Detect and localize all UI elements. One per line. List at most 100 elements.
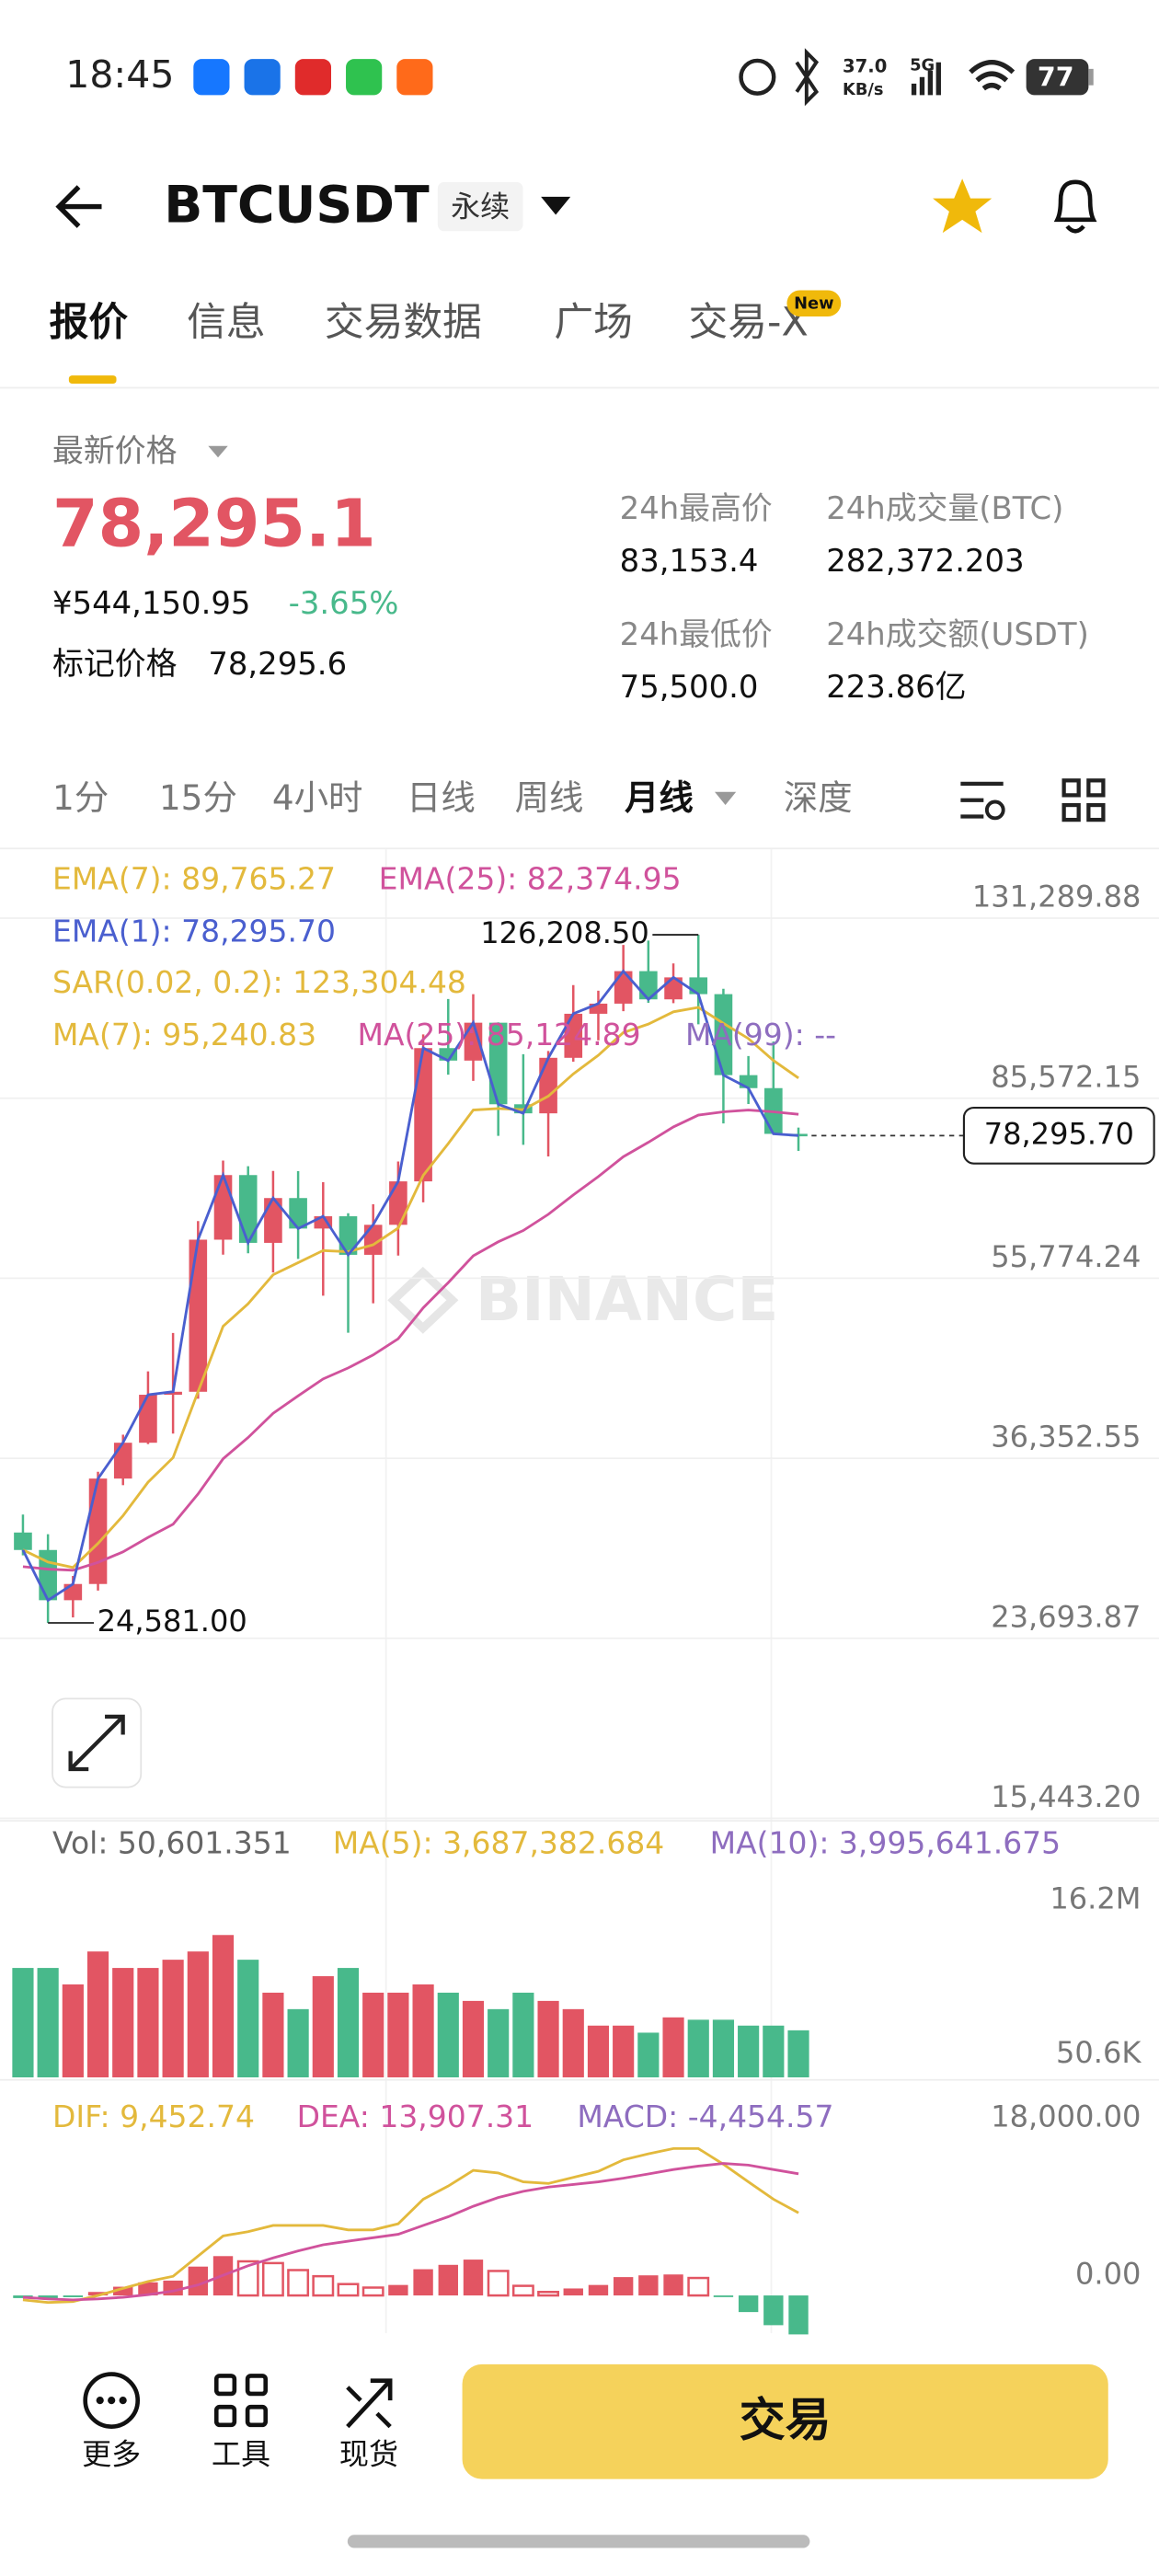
macd-bar xyxy=(537,2291,560,2297)
divider xyxy=(0,1820,1159,1823)
battery-tip xyxy=(1088,68,1094,86)
stat-label: 24h成交额(USDT) xyxy=(826,616,1089,652)
fullscreen-icon xyxy=(68,1714,125,1772)
volume-bar xyxy=(162,1960,184,2078)
indicator-settings[interactable] xyxy=(960,781,1004,819)
volume-bar xyxy=(687,2019,709,2078)
tab[interactable]: 报价 xyxy=(49,299,128,345)
legend-entry: EMA(1): 78,295.70 xyxy=(52,914,336,949)
interval[interactable]: 日线 xyxy=(407,777,476,818)
trade-button-label[interactable]: 交易 xyxy=(740,2394,832,2447)
macd-bar xyxy=(13,2295,33,2298)
macd-bar xyxy=(287,2269,310,2297)
mark-price: 78,295.6 xyxy=(208,646,347,682)
y-tick-label: 0.00 xyxy=(1075,2257,1141,2292)
divider xyxy=(0,2078,1159,2081)
favorite-star[interactable] xyxy=(933,178,993,234)
y-tick-label: 36,352.55 xyxy=(991,1420,1141,1455)
layout-button[interactable] xyxy=(1061,778,1106,822)
candle-body xyxy=(113,1443,132,1479)
volume-bar xyxy=(262,1992,284,2078)
candle-body xyxy=(88,1478,108,1584)
y-tick-label: 23,693.87 xyxy=(991,1599,1141,1634)
interval[interactable]: 月线 xyxy=(625,777,694,818)
legend-entry: SAR(0.02, 0.2): 123,304.48 xyxy=(52,964,466,1000)
app-icon xyxy=(193,59,230,96)
interval[interactable]: 4小时 xyxy=(272,777,363,818)
more-icon[interactable] xyxy=(83,2372,141,2429)
volume-bar xyxy=(512,1992,534,2078)
bottom-label[interactable]: 工具 xyxy=(212,2437,270,2472)
macd-bar xyxy=(113,2286,133,2296)
volume-bar xyxy=(337,1968,360,2078)
tab[interactable]: 信息 xyxy=(187,299,266,345)
watermark-logo xyxy=(387,1266,459,1334)
mark-label: 标记价格 xyxy=(52,646,178,682)
divider xyxy=(0,386,1159,389)
macd-bar xyxy=(788,2295,809,2335)
wifi-icon xyxy=(969,60,1016,91)
x-grid-line xyxy=(770,849,773,2334)
trade-button[interactable] xyxy=(462,2363,1108,2479)
macd-bar xyxy=(413,2269,433,2296)
price-label: 最新价格 xyxy=(52,432,178,468)
candle-body xyxy=(264,1198,282,1243)
interval-dropdown[interactable] xyxy=(715,791,737,806)
interval[interactable]: 深度 xyxy=(784,777,853,818)
alert-bell[interactable] xyxy=(1053,179,1097,234)
symbol-dropdown[interactable] xyxy=(541,196,571,215)
high-label: 126,208.50 xyxy=(480,915,649,950)
candle-body xyxy=(639,971,658,1000)
divider xyxy=(0,847,1159,850)
legend-entry: Vol: 50,601.351 xyxy=(52,1824,292,1860)
price-dropdown[interactable] xyxy=(208,445,228,458)
volume-bar xyxy=(37,1968,59,2078)
volume-bar xyxy=(312,1976,334,2078)
candle-body xyxy=(339,1216,358,1255)
symbol[interactable]: BTCUSDT xyxy=(164,176,430,235)
candle-body xyxy=(189,1239,208,1392)
macd-bar xyxy=(261,2261,284,2297)
tab[interactable]: 广场 xyxy=(554,299,633,345)
macd-bar xyxy=(87,2292,109,2296)
bottom-label[interactable]: 更多 xyxy=(82,2437,141,2472)
volume-bar xyxy=(537,2000,559,2078)
macd-bar xyxy=(663,2274,683,2296)
stat-value: 223.86亿 xyxy=(826,669,966,705)
legend-entry: EMA(25): 82,374.95 xyxy=(379,861,682,897)
volume-bar xyxy=(362,1992,384,2078)
interval[interactable]: 1分 xyxy=(52,777,109,818)
stat-value: 75,500.0 xyxy=(620,669,759,705)
y-tick-label: 85,572.15 xyxy=(991,1059,1141,1094)
interval[interactable]: 15分 xyxy=(159,777,237,818)
legend-entry: MA(99): -- xyxy=(685,1017,836,1052)
back-button[interactable] xyxy=(55,185,102,228)
volume-bar xyxy=(187,1951,209,2078)
price-box xyxy=(962,1106,1155,1165)
tools-icon[interactable] xyxy=(213,2374,269,2428)
price-change: -3.65% xyxy=(289,585,399,621)
badge-text: New xyxy=(794,294,833,314)
candle-body xyxy=(464,1022,483,1061)
macd-bar xyxy=(236,2260,259,2297)
tab-indicator xyxy=(68,375,117,385)
battery xyxy=(1026,59,1089,96)
bottom-label[interactable]: 现货 xyxy=(339,2437,398,2472)
interval[interactable]: 周线 xyxy=(515,777,584,818)
plot: 131,289.88 85,572.15 55,774.24 36,352.55 23,… xyxy=(0,861,1159,2335)
legend-entry: DEA: 13,907.31 xyxy=(297,2099,534,2134)
macd-bar xyxy=(713,2295,734,2297)
volume-bar xyxy=(763,2025,785,2078)
tab[interactable]: 交易数据 xyxy=(325,299,482,345)
volume-bar xyxy=(637,2032,660,2078)
indicator-line xyxy=(21,969,799,1603)
volume-bar xyxy=(387,1992,409,2078)
spot-icon[interactable] xyxy=(346,2378,393,2429)
volume-bar xyxy=(437,1992,459,2078)
y-tick-label: 18,000.00 xyxy=(991,2099,1141,2134)
bluetooth-icon xyxy=(795,48,820,107)
candle-body xyxy=(164,1391,182,1396)
new-badge xyxy=(786,290,842,316)
volume-bar xyxy=(137,1968,159,2078)
